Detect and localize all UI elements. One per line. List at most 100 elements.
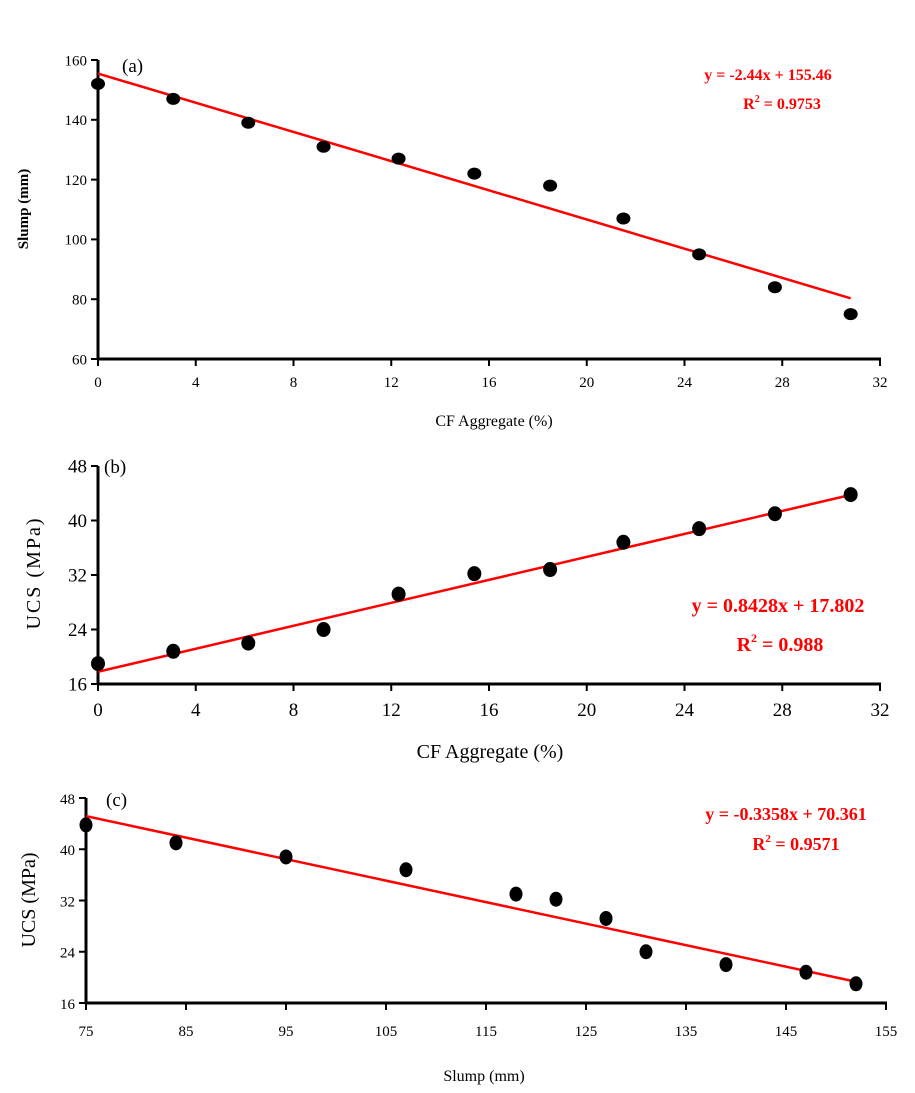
panel-b-y-tick-label: 40 (68, 511, 87, 532)
panel-b-r2-sup: 2 (751, 631, 757, 645)
panel-c-x-axis-title: Slump (mm) (443, 1068, 524, 1085)
panel-c-data-point (799, 964, 813, 980)
panel-a-x-tick-label: 20 (579, 375, 594, 391)
panel-b-x-tick-label: 4 (191, 700, 201, 721)
panel-c-r-squared: R2 = 0.9571 (752, 833, 839, 854)
panel-b-y-tick-label: 48 (68, 457, 87, 478)
panel-c-equation: y = -0.3358x + 70.361 (705, 804, 867, 824)
panel-c-data-point (279, 849, 293, 865)
panel-b-data-point (616, 534, 631, 550)
panel-b-x-tick-label: 28 (773, 700, 792, 721)
panel-a-r2-sup: 2 (755, 94, 760, 105)
panel-c-label: (c) (106, 790, 127, 811)
panel-b-data-point (91, 656, 105, 672)
panel-c-y-axis-title: UCS (MPa) (18, 852, 40, 947)
panel-b-data-point (391, 586, 406, 602)
panel-a-r2-prefix: R (743, 96, 755, 113)
panel-c-y-tick-label: 32 (60, 894, 75, 910)
panel-c-data-point (509, 886, 523, 902)
panel-a-data-point (316, 140, 331, 153)
panel-a-label: (a) (122, 56, 143, 77)
panel-b-x-tick-label: 0 (93, 700, 103, 721)
panel-c-data-point (849, 976, 863, 992)
panel-c-x-tick-label: 105 (375, 1024, 398, 1040)
panel-c-r2-value: = 0.9571 (771, 834, 840, 854)
panel-a-x-tick-label: 28 (775, 375, 790, 391)
panel-c-trendline (85, 814, 857, 983)
panel-b-x-tick-label: 32 (871, 700, 890, 721)
panel-a-data-point (543, 179, 558, 192)
panel-a-y-tick-label: 140 (65, 113, 88, 129)
panel-c-y-tick-label: 16 (60, 997, 76, 1013)
panel-b-data-point (692, 521, 707, 537)
panel-a-x-axis-title: CF Aggregate (%) (435, 413, 552, 430)
panel-a-y-tick-label: 60 (72, 352, 87, 368)
panel-a-x-tick-label: 32 (873, 375, 888, 391)
panel-a-points (91, 77, 858, 321)
panel-c-y-tick-label: 40 (60, 843, 75, 859)
panel-a-y-tick-label: 100 (65, 233, 88, 249)
panel-b-x-tick-label: 8 (289, 700, 299, 721)
panel-c-trendline-group (85, 814, 857, 983)
panel-c-x-tick-label: 155 (875, 1024, 898, 1040)
panel-b-x-tick-label: 16 (480, 700, 499, 721)
panel-a-data-point (391, 152, 406, 165)
panel-c-x-tick-label: 95 (279, 1024, 294, 1040)
panel-c-x-tick-label: 115 (475, 1024, 497, 1040)
panel-b-data-point (166, 643, 181, 659)
panel-a-data-point (91, 77, 105, 90)
panel-b-data-point (767, 506, 782, 522)
panel-b-y-tick-label: 16 (68, 675, 87, 696)
panel-b-trendline-group (97, 493, 851, 673)
panel-c-data-point (549, 891, 563, 907)
panel-c-data-point (639, 944, 653, 960)
panel-c-data-point (599, 910, 613, 926)
panel-c-data-point (169, 835, 183, 851)
panel-c-points (79, 817, 863, 992)
panel-a-data-point (616, 212, 631, 225)
panel-a-data-point (241, 116, 256, 129)
panel-a-data-point (467, 167, 482, 180)
panel-c-x-tick-label: 125 (575, 1024, 598, 1040)
panel-a-data-point (843, 308, 858, 321)
panel-a-x-tick-label: 0 (94, 375, 102, 391)
panel-b-data-point (467, 566, 482, 582)
panel-a-data-point (767, 281, 782, 294)
panel-c-y-tick-label: 24 (60, 946, 76, 962)
panel-a-x-tick-label: 12 (384, 375, 399, 391)
panel-b-y-axis-title: UCS (MPa) (23, 516, 45, 629)
panel-b-label: (b) (104, 457, 126, 478)
panel-a-y-axis-title: Slump (mm) (16, 169, 32, 249)
panel-b-r2-value: = 0.988 (757, 634, 823, 656)
panel-a-data-point (692, 248, 707, 261)
panel-a-data-point (166, 92, 181, 105)
panel-c-x-tick-label: 145 (775, 1024, 798, 1040)
panel-a-equation: y = -2.44x + 155.46 (704, 67, 832, 84)
panel-b-data-point (316, 622, 331, 637)
panel-b-x-tick-label: 12 (382, 700, 401, 721)
panel-c-axes: 75 85 95 105 115 125 135 145 155 16 24 32 40 48 (60, 792, 897, 1040)
panel-c-r2-prefix: R (752, 834, 766, 854)
panel-a-slump-vs-cf: 0 4 8 12 16 20 24 28 32 60 80 100 120 140 160 (a) CF A… (16, 53, 888, 430)
panel-c-data-point (719, 957, 733, 973)
panel-c-y-tick-label: 48 (60, 792, 75, 808)
panel-a-axes: 0 4 8 12 16 20 24 28 32 60 80 100 120 140 160 (65, 53, 888, 391)
panel-c-data-point (399, 862, 413, 878)
panel-b-y-tick-label: 24 (68, 620, 88, 641)
panel-b-equation: y = 0.8428x + 17.802 (692, 595, 865, 617)
panel-a-x-tick-label: 16 (482, 375, 498, 391)
panel-a-r2-value: = 0.9753 (760, 96, 821, 113)
panel-a-trendline-group (97, 72, 852, 300)
panel-c-x-tick-label: 85 (179, 1024, 194, 1040)
panel-c-ucs-vs-slump: 75 85 95 105 115 125 135 145 155 16 24 32 40 48 (c) S… (18, 790, 897, 1085)
panel-a-x-tick-label: 8 (290, 375, 298, 391)
panel-b-points (91, 487, 858, 672)
panel-a-y-tick-label: 160 (65, 53, 88, 69)
panel-b-data-point (241, 635, 256, 651)
panel-a-r-squared: R2 = 0.9753 (743, 94, 821, 113)
panel-c-x-tick-label: 75 (79, 1024, 94, 1040)
panel-c-r2-sup: 2 (765, 833, 771, 845)
panel-b-r-squared: R2 = 0.988 (737, 631, 824, 656)
